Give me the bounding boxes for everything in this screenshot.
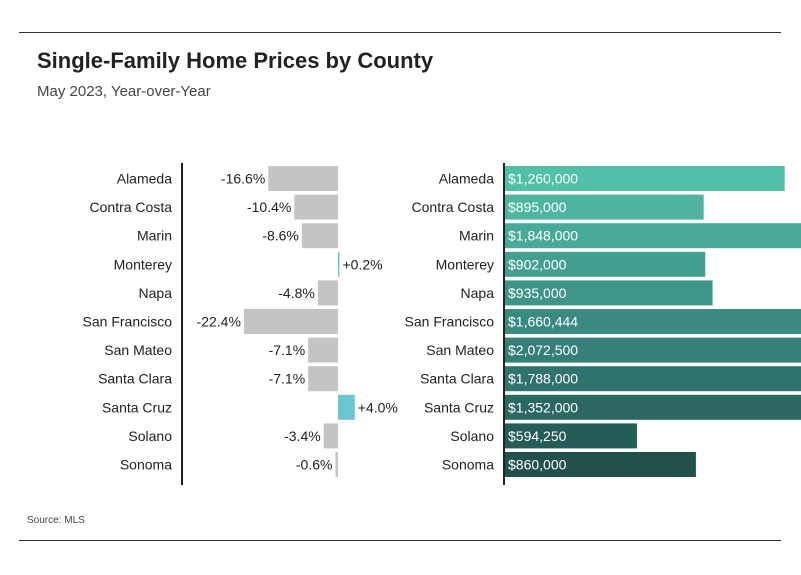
price-value-label-monterey: $902,000 [508,256,567,272]
change-value-label-alameda: -16.6% [221,171,265,187]
change-category-label-contra-costa: Contra Costa [90,199,173,215]
price-category-label-marin: Marin [459,228,494,244]
change-bar-santa-cruz [338,394,355,420]
change-value-label-marin: -8.6% [262,228,299,244]
price-category-label-monterey: Monterey [436,256,494,272]
change-bar-solano [323,423,338,449]
bottom-rule [19,540,781,541]
price-bar-contra-costa [505,194,704,220]
price-value-label-contra-costa: $895,000 [508,199,567,215]
change-value-label-contra-costa: -10.4% [247,199,291,215]
change-category-label-monterey: Monterey [114,256,172,272]
price-category-label-alameda: Alameda [439,171,494,187]
change-bar-napa [317,280,338,306]
change-bar-san-francisco [243,309,338,334]
price-value-label-san-mateo: $2,072,500 [508,342,578,358]
change-value-label-monterey: +0.2% [343,256,383,272]
price-bar-marin [505,223,801,249]
price-bar-napa [505,280,713,306]
chart-subtitle: May 2023, Year-over-Year [37,83,211,100]
change-value-label-santa-clara: -7.1% [269,371,306,387]
price-bar-monterey [505,251,706,277]
change-bar-san-mateo [308,337,338,363]
price-value-label-marin: $1,848,000 [508,228,578,244]
change-bar-contra-costa [294,194,338,220]
price-category-label-sonoma: Sonoma [442,457,494,473]
top-rule [19,32,781,33]
price-bar-santa-cruz [505,394,801,420]
change-value-label-solano: -3.4% [284,428,321,444]
change-category-label-marin: Marin [137,228,172,244]
change-bar-alameda [268,166,338,191]
price-category-label-contra-costa: Contra Costa [412,199,495,215]
price-value-label-alameda: $1,260,000 [508,171,578,187]
change-value-label-sonoma: -0.6% [296,457,333,473]
change-category-label-sonoma: Sonoma [120,457,172,473]
change-category-label-san-mateo: San Mateo [104,342,172,358]
change-bar-santa-clara [308,366,338,392]
price-value-label-santa-cruz: $1,352,000 [508,399,578,415]
price-value-label-solano: $594,250 [508,428,567,444]
change-bar-sonoma [335,452,338,477]
price-bar-solano [505,423,637,449]
price-bar-alameda [505,166,785,191]
change-value-label-san-francisco: -22.4% [197,314,241,330]
price-category-label-san-mateo: San Mateo [426,342,494,358]
change-bar-monterey [338,251,340,277]
price-category-label-solano: Solano [450,428,494,444]
change-value-label-santa-cruz: +4.0% [358,399,398,415]
price-category-label-santa-clara: Santa Clara [420,371,494,387]
change-category-label-napa: Napa [139,285,173,301]
change-category-label-solano: Solano [128,428,172,444]
price-value-label-sonoma: $860,000 [508,457,567,473]
source-note: Source: MLS [27,515,85,526]
change-value-label-napa: -4.8% [278,285,315,301]
price-category-label-santa-cruz: Santa Cruz [424,399,494,415]
change-category-label-alameda: Alameda [117,171,172,187]
price-value-label-san-francisco: $1,660,444 [508,314,578,330]
change-value-label-san-mateo: -7.1% [269,342,306,358]
change-category-label-santa-clara: Santa Clara [98,371,172,387]
price-bar-san-francisco [505,309,801,334]
change-category-label-santa-cruz: Santa Cruz [102,399,172,415]
price-value-label-santa-clara: $1,788,000 [508,371,578,387]
price-bar-san-mateo [505,337,801,363]
price-value-label-napa: $935,000 [508,285,567,301]
price-bar-sonoma [505,452,696,477]
price-category-label-napa: Napa [461,285,495,301]
price-bar-santa-clara [505,366,801,392]
chart-title: Single-Family Home Prices by County [37,48,434,73]
change-category-label-san-francisco: San Francisco [83,314,173,330]
price-category-label-san-francisco: San Francisco [405,314,495,330]
change-bar-marin [301,223,338,249]
